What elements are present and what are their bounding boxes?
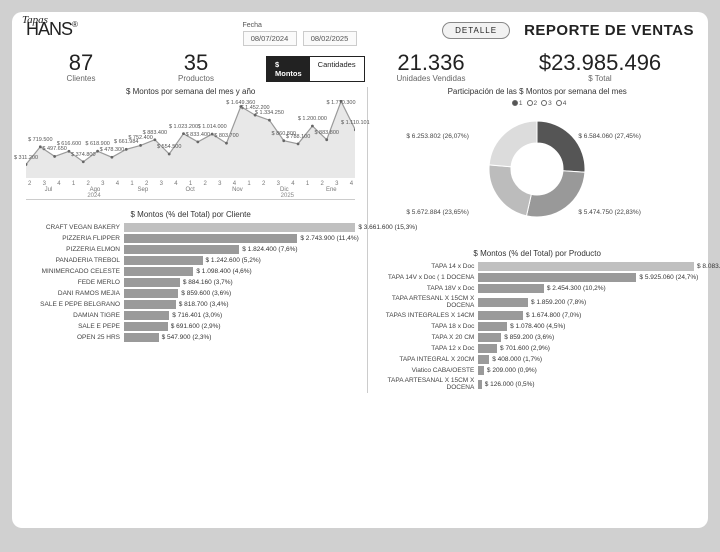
weekly-donut-chart: $ 6.253.802 (26,07%)$ 6.584.060 (27,45%)… [380,109,694,239]
bar-name: FEDE MERLO [26,279,124,286]
bar-row: TAPA X 20 CM$ 859.200 (3,6%) [380,333,694,342]
bar-row: OPEN 25 HRS$ 547.900 (2,3%) [26,333,355,342]
bar-name: TAPA 18V x Doc [380,285,478,292]
toggle-montos[interactable]: $ Montos [267,57,310,81]
clientes-barlist: $ Montos (% del Total) por Cliente CRAFT… [26,210,355,342]
bar-row: TAPA 18V x Doc$ 2.454.300 (10,2%) [380,284,694,293]
bar-row: CRAFT VEGAN BAKERY$ 3.661.600 (15,3%) [26,223,355,232]
bar-name: TAPA 12 x Doc [380,345,478,352]
kpi-productos-value: 35 [136,50,256,76]
bar-name: PANADERIA TREBOL [26,257,124,264]
bar-row: DAMIAN TIGRE$ 716.401 (3,0%) [26,311,355,320]
bar-row: TAPA 14 x Doc$ 8.083.800 (33,7%) [380,262,694,271]
bar-name: TAPA INTEGRAL X 20CM [380,356,478,363]
metric-toggle: $ Montos Cantidades [266,56,365,82]
kpi-total-value: $23.985.496 [506,50,694,76]
logo-reg: ® [72,20,77,29]
bar-name: DAMIAN TIGRE [26,312,124,319]
page-title: REPORTE DE VENTAS [524,22,694,39]
date-to-input[interactable]: 08/02/2025 [303,31,357,46]
donut-title: Participación de las $ Montos por semana… [380,87,694,96]
column-divider [367,87,368,393]
clientes-title: $ Montos (% del Total) por Cliente [26,210,355,219]
donut-legend: 1234 [380,100,694,107]
bar-row: TAPAS INTEGRALES X 14CM$ 1.674.800 (7,0%… [380,311,694,320]
bar-row: TAPA 14V x Doc ( 1 DOCENA$ 5.925.060 (24… [380,273,694,282]
bar-name: TAPA 14V x Doc ( 1 DOCENA [380,274,478,281]
kpi-clientes-value: 87 [26,50,136,76]
weekly-line-chart: $ 311.200$ 719.500$ 497.650$ 616.600$ 37… [26,100,355,200]
bar-row: DANI RAMOS MEJIA$ 859.600 (3,6%) [26,289,355,298]
bar-row: TAPA ARTESANAL X 15CM X DOCENA$ 126.000 … [380,377,694,391]
kpi-row: 87 Clientes 35 Productos $ Montos Cantid… [26,50,694,83]
bar-name: Viatico CABA/OESTE [380,367,478,374]
kpi-unidades: 21.336 Unidades Vendidas [356,50,506,83]
linechart-title: $ Montos por semana del mes y año [26,87,355,96]
bar-name: CRAFT VEGAN BAKERY [26,224,124,231]
bar-row: Viatico CABA/OESTE$ 209.000 (0,9%) [380,366,694,375]
bar-row: MINIMERCADO CELESTE$ 1.098.400 (4,6%) [26,267,355,276]
kpi-clientes-label: Clientes [26,74,136,83]
header: Tapas HANS® Fecha 08/07/2024 08/02/2025 … [26,22,694,46]
kpi-productos-label: Productos [136,74,256,83]
logo-cursive: Tapas [22,16,48,25]
productos-barlist: $ Montos (% del Total) por Producto TAPA… [380,249,694,391]
bar-name: PIZZERIA FLIPPER [26,235,124,242]
bar-name: TAPA 18 x Doc [380,323,478,330]
bar-name: TAPAS INTEGRALES X 14CM [380,312,478,319]
bar-row: TAPA INTEGRAL X 20CM$ 408.000 (1,7%) [380,355,694,364]
left-col: $ Montos por semana del mes y año $ 311.… [26,87,355,393]
kpi-clientes: 87 Clientes [26,50,136,83]
bar-row: PANADERIA TREBOL$ 1.242.600 (5,2%) [26,256,355,265]
bar-name: TAPA ARTESANL X 15CM X DOCENA [380,295,478,309]
bar-name: DANI RAMOS MEJIA [26,290,124,297]
dashboard-frame: Tapas HANS® Fecha 08/07/2024 08/02/2025 … [12,12,708,528]
bar-row: SALE E PEPE BELGRANO$ 818.700 (3,4%) [26,300,355,309]
date-from-input[interactable]: 08/07/2024 [243,31,297,46]
bar-row: TAPA ARTESANL X 15CM X DOCENA$ 1.859.200… [380,295,694,309]
bar-name: SALE E PEPE [26,323,124,330]
kpi-total-label: $ Total [506,74,694,83]
bar-name: OPEN 25 HRS [26,334,124,341]
bar-row: SALE E PEPE$ 691.600 (2,9%) [26,322,355,331]
bar-name: TAPA ARTESANAL X 15CM X DOCENA [380,377,478,391]
right-col: Participación de las $ Montos por semana… [380,87,694,393]
bar-name: SALE E PEPE BELGRANO [26,301,124,308]
kpi-productos: 35 Productos [136,50,256,83]
date-label: Fecha [243,22,357,29]
bar-row: FEDE MERLO$ 884.160 (3,7%) [26,278,355,287]
bar-row: PIZZERIA FLIPPER$ 2.743.900 (11,4%) [26,234,355,243]
detalle-button[interactable]: DETALLE [442,22,510,39]
logo: Tapas HANS® [26,22,77,36]
kpi-unidades-label: Unidades Vendidas [356,74,506,83]
date-filter: Fecha 08/07/2024 08/02/2025 [243,22,357,46]
kpi-total: $23.985.496 $ Total [506,50,694,83]
bar-row: TAPA 12 x Doc$ 701.600 (2,9%) [380,344,694,353]
bar-name: TAPA X 20 CM [380,334,478,341]
kpi-unidades-value: 21.336 [356,50,506,76]
bar-name: PIZZERIA ELMON [26,246,124,253]
bar-row: PIZZERIA ELMON$ 1.824.400 (7,6%) [26,245,355,254]
bar-name: MINIMERCADO CELESTE [26,268,124,275]
bar-name: TAPA 14 x Doc [380,263,478,270]
productos-title: $ Montos (% del Total) por Producto [380,249,694,258]
bar-row: TAPA 18 x Doc$ 1.078.400 (4,5%) [380,322,694,331]
